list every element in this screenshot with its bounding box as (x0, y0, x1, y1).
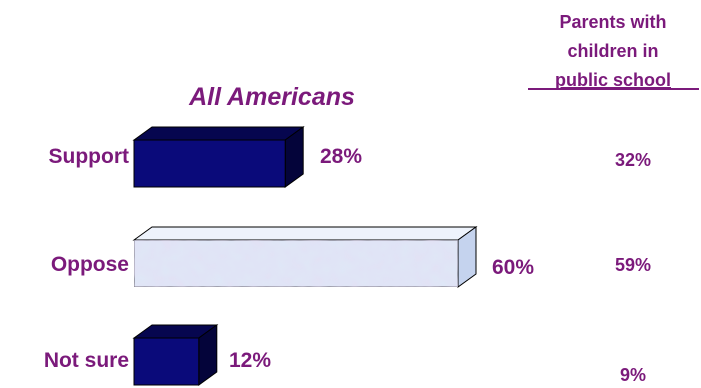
value-label-support-all: 28% (320, 145, 362, 168)
category-label-not-sure: Not sure (44, 349, 129, 372)
bar-not-sure (132, 324, 219, 386)
series-title-parents-line-1: Parents with (559, 12, 666, 32)
bar-oppose (132, 226, 478, 288)
series-title-all-americans: All Americans (188, 83, 355, 111)
value-label-support-parents: 32% (615, 150, 651, 170)
value-label-not-sure-parents: 9% (620, 365, 646, 385)
bar-support-front (133, 139, 286, 188)
value-label-not-sure-all: 12% (229, 349, 271, 372)
category-label-oppose: Oppose (51, 253, 129, 276)
bar-support (132, 126, 305, 188)
value-label-oppose-all: 60% (492, 256, 534, 279)
series-title-parents: Parents with children in public school (528, 12, 699, 90)
value-label-oppose-parents: 59% (615, 255, 651, 275)
series-title-parents-line-3: public school (555, 70, 671, 90)
series-title-parents-line-2: children in (567, 41, 658, 61)
bars-group (132, 126, 478, 386)
bar-oppose-front (133, 239, 459, 288)
bar-support-top (132, 126, 305, 141)
bar-oppose-top (132, 226, 478, 241)
category-label-support: Support (49, 145, 129, 168)
bar-not-sure-front (133, 337, 200, 386)
